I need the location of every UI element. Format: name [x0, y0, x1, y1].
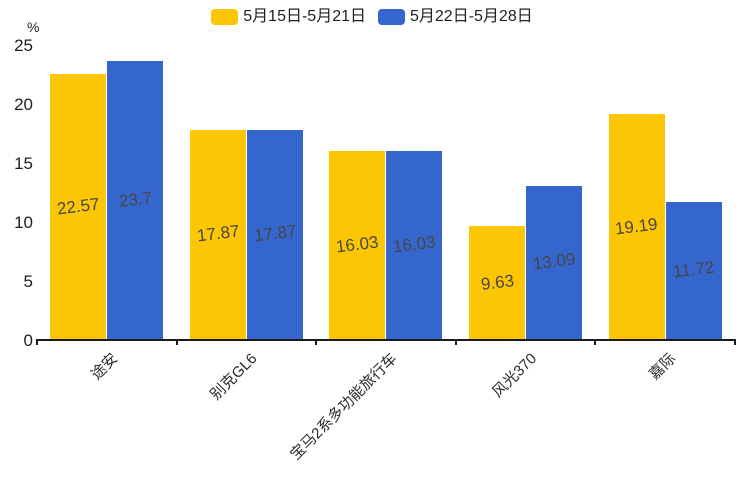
legend-item-series-0[interactable]: 5月15日-5月21日 — [211, 8, 366, 26]
bar-group-3: 9.63 13.09 — [456, 46, 596, 339]
x-axis-tick — [175, 339, 178, 345]
y-axis-unit-label: % — [27, 19, 40, 35]
bar-series-0-category-1: 17.87 — [189, 129, 246, 339]
x-axis-tick — [36, 339, 38, 345]
bar-value-label: 9.63 — [479, 270, 515, 294]
legend-swatch-icon — [211, 9, 239, 25]
y-tick-label-20: 20 — [14, 95, 33, 114]
x-category-label-2: 宝马2系多功能旅行车 — [286, 350, 401, 464]
plot-area: % 0 5 10 15 20 25 22.57 23.7 17.87 17.87 16.03 16.… — [14, 19, 736, 464]
bar-series-1-category-0: 23.7 — [107, 61, 164, 339]
bar-value-label: 16.03 — [392, 232, 437, 257]
x-category-label-0: 途安 — [87, 350, 121, 384]
legend: 5月15日-5月21日 5月22日-5月28日 — [0, 8, 744, 26]
bar-value-label: 11.72 — [671, 257, 716, 282]
bar-value-label: 17.87 — [252, 221, 298, 246]
bar-value-label: 19.19 — [614, 214, 659, 239]
bar-series-0-category-4: 19.19 — [608, 114, 665, 339]
y-tick-label-25: 25 — [14, 36, 33, 55]
x-category-label-3: 风光370 — [488, 350, 540, 402]
bar-value-label: 16.03 — [335, 232, 380, 257]
bar-value-label: 17.87 — [195, 221, 241, 246]
bar-series-1-category-1: 17.87 — [246, 129, 303, 339]
x-category-label-4: 嘉际 — [646, 350, 680, 384]
legend-swatch-icon — [378, 9, 405, 25]
bar-series-1-category-3: 13.09 — [526, 185, 583, 339]
bar-series-0-category-0: 22.57 — [50, 74, 107, 339]
bar-group-0: 22.57 23.7 — [37, 46, 177, 339]
x-axis-tick — [315, 339, 318, 345]
y-tick-label-0: 0 — [23, 331, 33, 350]
x-category-label-1: 别克GL6 — [207, 350, 261, 404]
legend-label: 5月15日-5月21日 — [243, 8, 366, 25]
bar-group-4: 19.19 11.72 — [595, 46, 735, 339]
bar-series-0-category-2: 16.03 — [329, 151, 386, 339]
x-axis-tick — [454, 339, 457, 345]
legend-label: 5月22日-5月28日 — [410, 8, 533, 25]
legend-item-series-1[interactable]: 5月22日-5月28日 — [378, 8, 533, 26]
x-axis-tick — [734, 339, 736, 345]
bar-series-1-category-4: 11.72 — [665, 201, 722, 339]
bar-group-2: 16.03 16.03 — [316, 46, 456, 339]
bar-group-1: 17.87 17.87 — [177, 46, 317, 339]
bar-series-0-category-3: 9.63 — [469, 226, 526, 339]
bar-value-label: 13.09 — [531, 249, 577, 274]
x-axis-tick — [594, 339, 597, 345]
bar-series-1-category-2: 16.03 — [386, 151, 443, 339]
y-tick-label-5: 5 — [23, 272, 33, 291]
bar-groups: 22.57 23.7 17.87 17.87 16.03 16.03 9.63 13.09 19… — [37, 46, 735, 339]
y-tick-label-10: 10 — [14, 213, 33, 232]
y-tick-label-15: 15 — [14, 154, 33, 173]
bar-value-label: 22.57 — [55, 194, 101, 219]
bar-value-label: 23.7 — [117, 188, 153, 212]
